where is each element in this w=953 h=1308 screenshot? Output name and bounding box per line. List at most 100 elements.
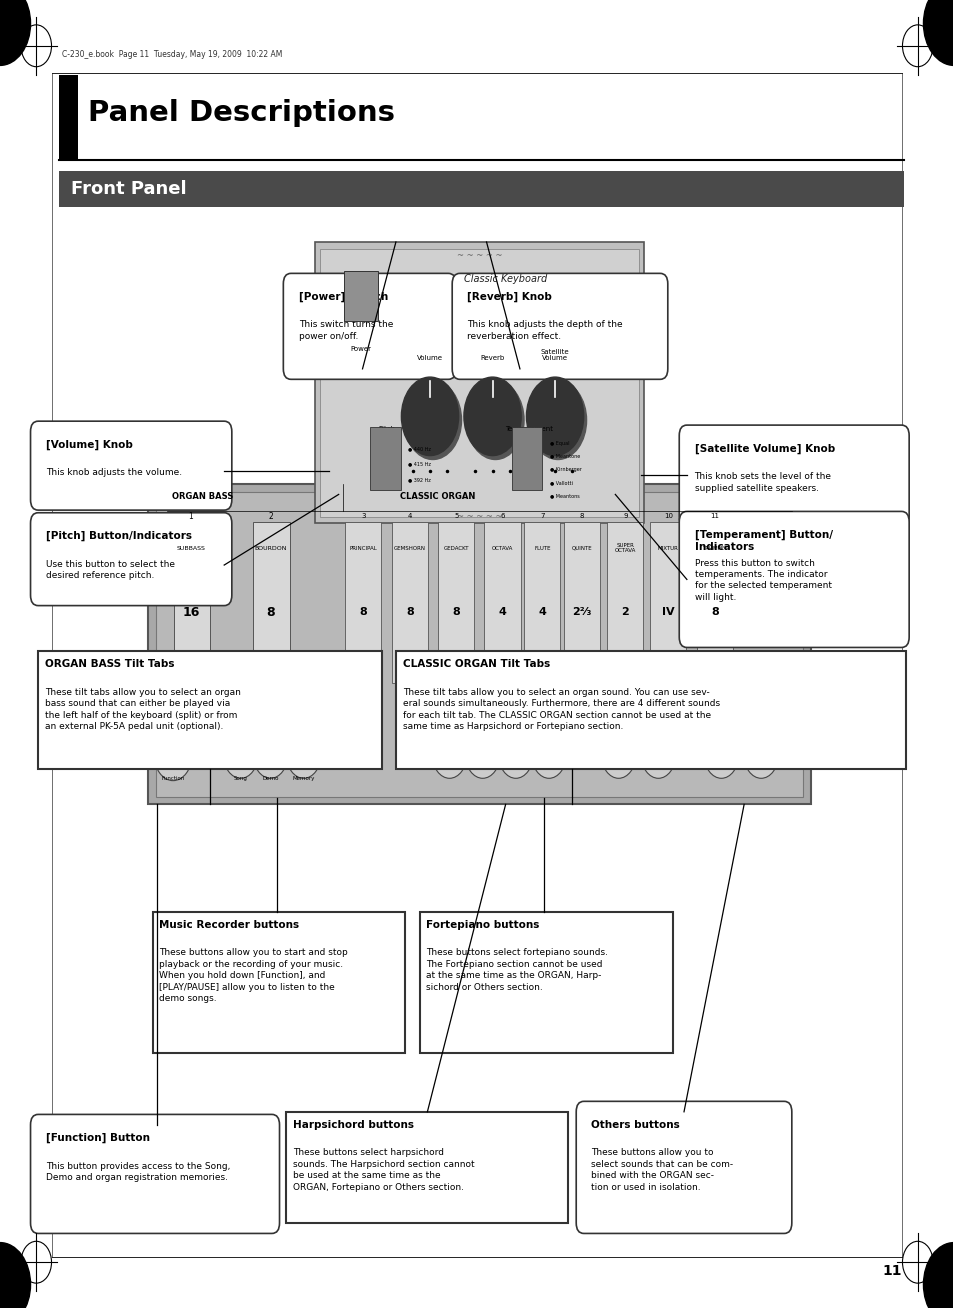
Text: MIXTUR: MIXTUR bbox=[658, 545, 679, 551]
Text: 9: 9 bbox=[622, 513, 627, 519]
Text: 8: 8 bbox=[266, 606, 274, 619]
Circle shape bbox=[498, 731, 533, 778]
Text: ● Equal: ● Equal bbox=[549, 441, 569, 446]
Text: Press this button to switch
temperaments. The indicator
for the selected tempera: Press this button to switch temperaments… bbox=[694, 559, 831, 602]
Text: Fortepiano buttons: Fortepiano buttons bbox=[426, 920, 539, 930]
Text: [Volume] Knob: [Volume] Knob bbox=[46, 439, 132, 450]
Text: C-230_e.book  Page 11  Tuesday, May 19, 2009  10:22 AM: C-230_e.book Page 11 Tuesday, May 19, 20… bbox=[62, 51, 282, 59]
Text: 8' II: 8' II bbox=[477, 725, 487, 730]
FancyBboxPatch shape bbox=[679, 511, 908, 647]
Text: [Power] Switch: [Power] Switch bbox=[298, 292, 388, 302]
Text: GEDACKT: GEDACKT bbox=[443, 545, 469, 551]
Text: Memory: Memory bbox=[293, 776, 314, 781]
Text: QUINTE: QUINTE bbox=[571, 545, 592, 551]
Bar bbox=[343, 271, 377, 320]
Text: 1: 1 bbox=[189, 511, 193, 521]
Text: 8' I: 8' I bbox=[445, 725, 454, 730]
Bar bbox=[563, 522, 599, 683]
Circle shape bbox=[223, 731, 257, 778]
Bar bbox=[253, 522, 290, 683]
Text: Chime: Chime bbox=[752, 725, 769, 730]
Text: Fortepiano: Fortepiano bbox=[619, 713, 657, 719]
Text: IV: IV bbox=[661, 607, 674, 617]
Text: 7: 7 bbox=[539, 513, 544, 519]
Text: Satellite
Volume: Satellite Volume bbox=[540, 349, 569, 361]
Circle shape bbox=[600, 731, 635, 778]
Text: Classic Keyboard: Classic Keyboard bbox=[463, 273, 547, 284]
Text: ~ ~ ~ ~ ~: ~ ~ ~ ~ ~ bbox=[456, 251, 501, 259]
Text: REC: REC bbox=[298, 725, 309, 730]
Text: ● Vallotti: ● Vallotti bbox=[549, 480, 572, 485]
Text: 7: 7 bbox=[539, 696, 544, 701]
Text: ~ ~ ~ ~ ~: ~ ~ ~ ~ ~ bbox=[456, 513, 501, 521]
Circle shape bbox=[923, 0, 953, 65]
Bar bbox=[419, 912, 672, 1053]
Bar bbox=[59, 75, 78, 160]
Bar bbox=[314, 242, 643, 523]
Bar bbox=[606, 522, 642, 683]
Text: 1: 1 bbox=[189, 696, 193, 701]
Text: 2²⁄₃: 2²⁄₃ bbox=[572, 607, 591, 617]
Circle shape bbox=[923, 1243, 953, 1308]
Text: ENTER: ENTER bbox=[720, 696, 742, 701]
Text: This button provides access to the Song,
Demo and organ registration memories.: This button provides access to the Song,… bbox=[46, 1162, 230, 1182]
Bar bbox=[484, 522, 520, 683]
Circle shape bbox=[404, 381, 461, 459]
Text: This knob sets the level of the
supplied satellite speakers.: This knob sets the level of the supplied… bbox=[694, 472, 831, 493]
Text: ORGAN BASS Tilt Tabs: ORGAN BASS Tilt Tabs bbox=[45, 659, 174, 670]
Text: 3: 3 bbox=[361, 513, 365, 519]
Text: [Temperament] Button/
Indicators: [Temperament] Button/ Indicators bbox=[694, 530, 832, 552]
Text: 8: 8 bbox=[710, 607, 718, 617]
Text: 8: 8 bbox=[359, 607, 367, 617]
Text: 4': 4' bbox=[513, 725, 517, 730]
Circle shape bbox=[463, 377, 520, 455]
Text: Music Recorder: Music Recorder bbox=[244, 713, 296, 719]
Text: [Pitch] Button/Indicators: [Pitch] Button/Indicators bbox=[46, 531, 192, 542]
Circle shape bbox=[253, 731, 288, 778]
Text: 16: 16 bbox=[182, 606, 199, 619]
Text: 2: 2 bbox=[620, 607, 628, 617]
Text: 4: 4 bbox=[498, 607, 506, 617]
Bar bbox=[395, 651, 905, 769]
Bar bbox=[148, 484, 810, 804]
Text: ● 440 Hz: ● 440 Hz bbox=[408, 446, 431, 451]
Text: These buttons allow you to
select sounds that can be com-
bined with the ORGAN s: These buttons allow you to select sounds… bbox=[591, 1148, 733, 1192]
Circle shape bbox=[286, 731, 320, 778]
Text: Others: Others bbox=[732, 713, 756, 719]
Text: 5: 5 bbox=[454, 513, 457, 519]
Circle shape bbox=[465, 731, 499, 778]
Text: Pitch: Pitch bbox=[378, 425, 395, 432]
Text: 2: 2 bbox=[268, 696, 273, 701]
Text: [Satellite Volume] Knob: [Satellite Volume] Knob bbox=[694, 443, 834, 454]
Text: CLASSIC ORGAN Tilt Tabs: CLASSIC ORGAN Tilt Tabs bbox=[402, 659, 549, 670]
Text: 4: 4 bbox=[537, 607, 546, 617]
Text: OCTAVA: OCTAVA bbox=[492, 545, 513, 551]
Circle shape bbox=[531, 731, 565, 778]
Text: 6: 6 bbox=[499, 513, 504, 519]
Text: SUPER
OCTAVA: SUPER OCTAVA bbox=[614, 543, 636, 553]
Text: STOP: STOP bbox=[233, 725, 248, 730]
Bar bbox=[511, 428, 541, 490]
Text: 11: 11 bbox=[882, 1265, 901, 1278]
Text: GEMSHORN: GEMSHORN bbox=[394, 545, 425, 551]
Bar bbox=[59, 171, 903, 207]
Text: [Function] Button: [Function] Button bbox=[46, 1133, 150, 1143]
Text: Song: Song bbox=[233, 776, 248, 781]
Bar bbox=[392, 522, 428, 683]
Text: These tilt tabs allow you to select an organ
bass sound that can either be playe: These tilt tabs allow you to select an o… bbox=[45, 688, 240, 731]
Text: These tilt tabs allow you to select an organ sound. You can use sev-
eral sounds: These tilt tabs allow you to select an o… bbox=[402, 688, 719, 731]
Text: These buttons select harpsichord
sounds. The Harpsichord section cannot
be used : These buttons select harpsichord sounds.… bbox=[293, 1148, 474, 1192]
Text: 2: 2 bbox=[268, 511, 273, 521]
Text: Lute: Lute bbox=[542, 725, 555, 730]
Text: FLUTE: FLUTE bbox=[534, 545, 550, 551]
Text: Demo: Demo bbox=[262, 776, 278, 781]
Bar bbox=[650, 522, 686, 683]
Bar bbox=[173, 522, 210, 683]
Circle shape bbox=[529, 381, 586, 459]
FancyBboxPatch shape bbox=[576, 1101, 791, 1233]
Text: ● Kirnberger: ● Kirnberger bbox=[549, 467, 581, 472]
Text: ORGAN BASS: ORGAN BASS bbox=[172, 492, 233, 501]
Text: Power: Power bbox=[350, 345, 371, 352]
Text: 6: 6 bbox=[499, 696, 504, 701]
Text: Harpsichord: Harpsichord bbox=[488, 713, 530, 719]
